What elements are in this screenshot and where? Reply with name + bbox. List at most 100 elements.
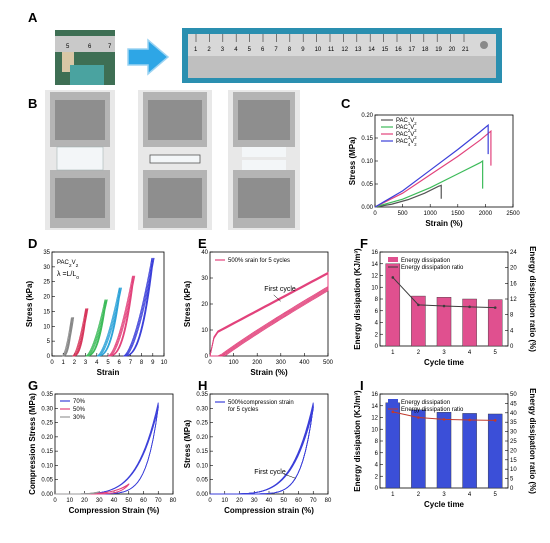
y2-tick-label: 50 xyxy=(510,392,517,398)
y2-tick-label: 40 xyxy=(510,411,517,417)
y-tick-label: 20 xyxy=(201,302,208,308)
bar xyxy=(436,297,452,347)
y2-tick-label: 15 xyxy=(510,458,517,464)
y-tick-label: 2 xyxy=(375,474,379,480)
y-tick-label: 0 xyxy=(205,354,209,360)
loop-curve xyxy=(124,257,155,357)
y-tick-label: 8 xyxy=(375,439,379,445)
x-tick-label: 0 xyxy=(50,360,54,366)
cycle-curve xyxy=(210,407,314,495)
sample-top xyxy=(242,147,286,157)
y-tick-label: 12 xyxy=(371,416,378,422)
y-tick-label: 12 xyxy=(371,274,378,280)
ratio-point xyxy=(493,419,497,422)
y-tick-label: 6 xyxy=(375,451,379,457)
y-tick-label: 0.35 xyxy=(196,392,208,398)
panel-label-c: C xyxy=(341,96,351,111)
legend-label: 500% srain for 5 cycles xyxy=(228,258,290,264)
x-tick-label: 5 xyxy=(494,492,498,498)
y2-tick-label: 8 xyxy=(510,313,514,319)
x-tick-label: 20 xyxy=(236,498,243,504)
legend-label: PAC4V2 xyxy=(396,139,417,147)
legend-label: PAC1V2 xyxy=(396,118,417,126)
y2-tick-label: 5 xyxy=(510,477,514,483)
y2-axis-label: Energy dissipation ratio (%) xyxy=(528,388,537,494)
x-tick-label: 80 xyxy=(170,498,177,504)
photo-a-before: 5 6 7 xyxy=(55,30,115,85)
y-tick-label: 0.15 xyxy=(361,136,373,142)
y-axis-label: Compression Stress (MPa) xyxy=(28,393,37,495)
sample xyxy=(56,146,104,171)
loop-curve xyxy=(63,317,75,357)
cycle-curve xyxy=(210,406,314,495)
y-tick-label: 16 xyxy=(371,392,378,398)
y-tick-label: 0.25 xyxy=(41,421,53,427)
bar xyxy=(385,263,401,347)
x-tick-label: 0 xyxy=(373,211,377,217)
x-tick-label: 1000 xyxy=(424,211,438,217)
y-tick-label: 0.05 xyxy=(41,478,53,484)
legend-label: PAC2V2 xyxy=(396,125,417,133)
clamp-top-shade xyxy=(238,100,290,140)
x-tick-label: 2 xyxy=(417,492,421,498)
x-tick-label: 10 xyxy=(161,360,168,366)
y-tick-label: 40 xyxy=(201,250,208,256)
y-tick-label: 10 xyxy=(43,324,50,330)
series-curve xyxy=(55,483,130,495)
ruler-number: 7 xyxy=(274,47,278,53)
ruler-number: 12 xyxy=(341,47,348,53)
ruler-number: 2 xyxy=(207,47,211,53)
ruler-number: 11 xyxy=(328,47,335,53)
y-tick-label: 4 xyxy=(375,321,379,327)
series-curve xyxy=(55,405,159,495)
y-tick-label: 14 xyxy=(371,262,378,268)
series-curve xyxy=(55,491,100,495)
y2-tick-label: 30 xyxy=(510,430,517,436)
y-axis-label: Stress (MPa) xyxy=(348,136,357,185)
x-tick-label: 1 xyxy=(62,360,66,366)
x-tick-label: 1 xyxy=(391,350,395,356)
y-axis-label: Energy dissipation (KJ/m³) xyxy=(353,390,362,492)
x-tick-label: 400 xyxy=(299,360,310,366)
y-tick-label: 0 xyxy=(375,344,379,350)
y-tick-label: 5 xyxy=(47,339,51,345)
panel-label-e: E xyxy=(198,236,207,251)
legend-label-line1: 500%compression strain xyxy=(228,400,294,406)
ruler-number: 18 xyxy=(422,47,429,53)
ruler-number: 16 xyxy=(395,47,402,53)
y-tick-label: 0.00 xyxy=(41,492,53,498)
y-tick-label: 0.25 xyxy=(196,421,208,427)
ruler-number: 3 xyxy=(221,47,225,53)
bar xyxy=(411,409,426,489)
x-tick-label: 300 xyxy=(276,360,287,366)
ruler-number: 21 xyxy=(462,47,469,53)
annotation-first-cycle: First cycle xyxy=(264,286,296,293)
legend-label: PAC3V2 xyxy=(396,132,417,140)
ratio-point xyxy=(417,416,420,419)
x-tick-label: 1500 xyxy=(451,211,465,217)
y2-tick-label: 20 xyxy=(510,448,517,454)
y-tick-label: 4 xyxy=(375,463,379,469)
x-tick-label: 500 xyxy=(398,211,409,217)
y-tick-label: 0.20 xyxy=(196,435,208,441)
ratio-point xyxy=(391,276,395,279)
series-line-pac4v2 xyxy=(374,123,489,208)
y2-tick-label: 0 xyxy=(510,344,514,350)
ruler-number: 10 xyxy=(315,47,322,53)
legend-label-line: Energy dissipation ratio xyxy=(401,407,464,413)
loop-curve xyxy=(109,275,136,357)
annotation-first-cycle: First cycle xyxy=(254,469,286,476)
cycle-curve xyxy=(210,404,314,495)
ruler-number: 4 xyxy=(234,47,238,53)
y-tick-label: 0.00 xyxy=(361,205,373,211)
legend-label-line: Energy dissipation ratio xyxy=(401,265,464,271)
y-tick-label: 35 xyxy=(43,250,50,256)
series-line-pac2v2 xyxy=(374,159,484,208)
panel-label-h: H xyxy=(198,378,207,393)
y-tick-label: 0.30 xyxy=(196,406,208,412)
x-tick-label: 500 xyxy=(323,360,334,366)
x-tick-label: 70 xyxy=(310,498,317,504)
legend-label: 70% xyxy=(73,399,86,405)
y2-tick-label: 12 xyxy=(510,297,517,303)
